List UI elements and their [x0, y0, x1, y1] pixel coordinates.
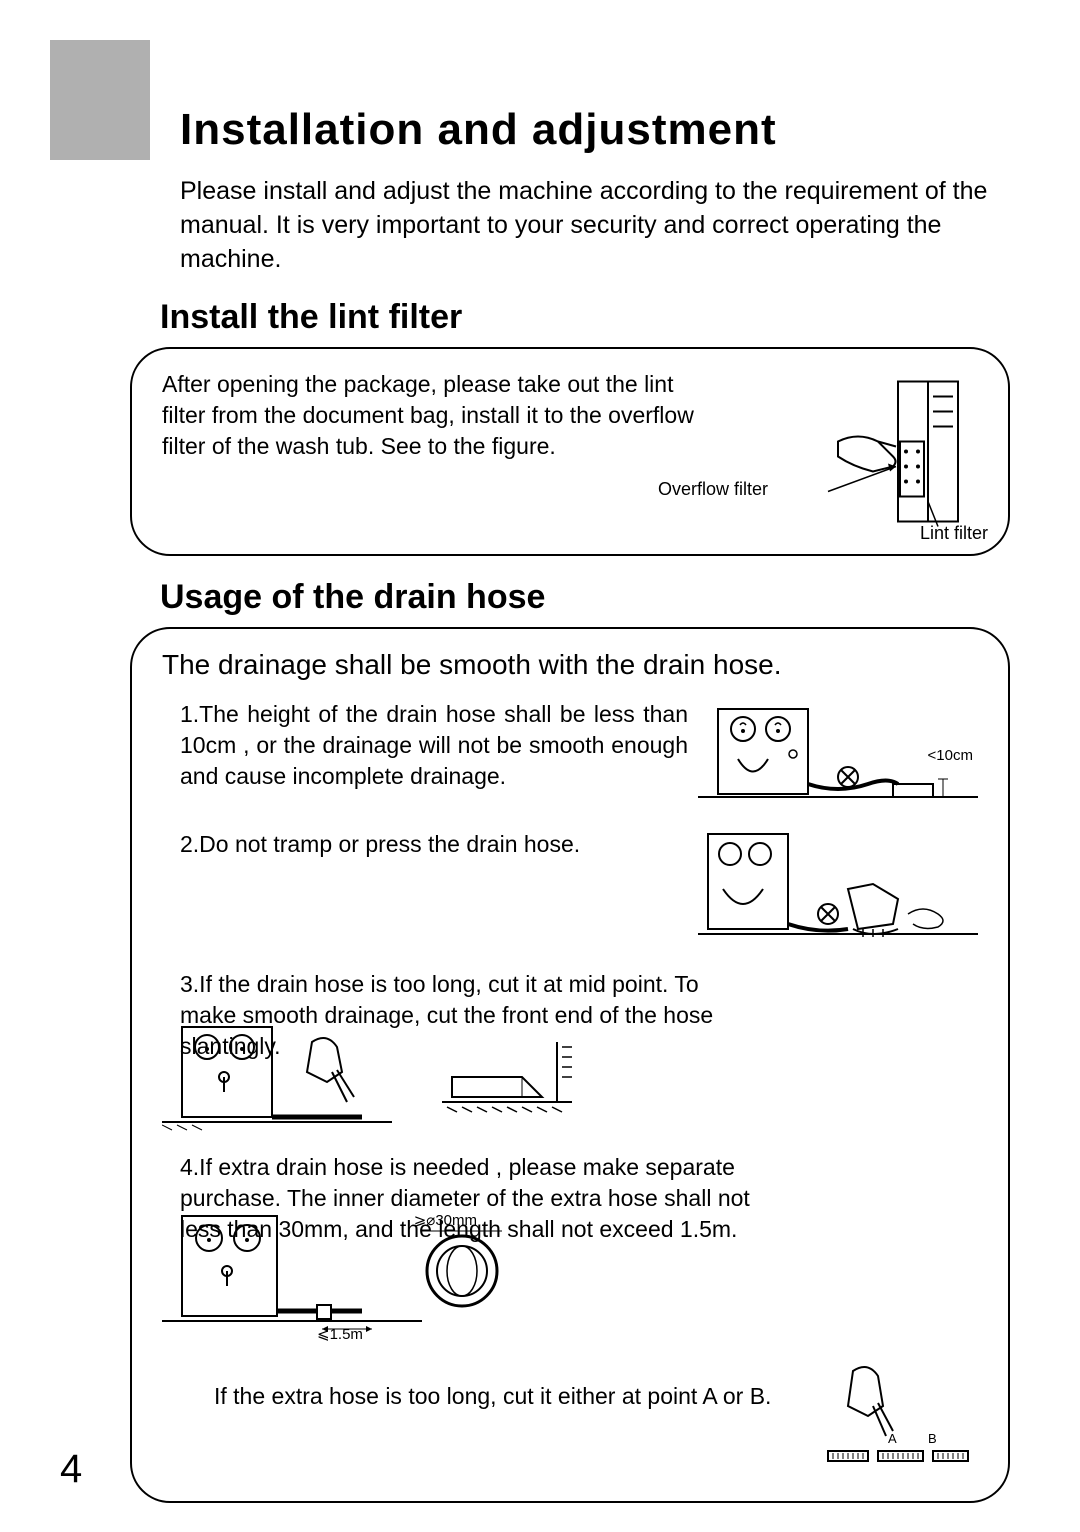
point-a-label: A	[888, 1431, 897, 1446]
drain-dim-30mm: ⩾⌀30mm	[414, 1211, 477, 1229]
drain-dim-10cm: <10cm	[928, 747, 973, 764]
drain-diagram-1: <10cm	[698, 699, 978, 809]
drain-item-3: 3.If the drain hose is too long, cut it …	[162, 969, 978, 1132]
intro-paragraph: Please install and adjust the machine ac…	[180, 175, 990, 276]
lint-filter-label: Lint filter	[920, 523, 988, 544]
overflow-filter-label: Overflow filter	[658, 479, 768, 500]
drain-dim-1.5m: ⩽1.5m	[317, 1325, 363, 1343]
lint-heading: Install the lint filter	[160, 298, 1010, 337]
page-title: Installation and adjustment	[180, 105, 1010, 155]
drain-diagram-4: ⩾⌀30mm ⩽1.5m	[162, 1211, 522, 1341]
drain-hose-box: The drainage shall be smooth with the dr…	[130, 627, 1010, 1502]
drain-footnote: If the extra hose is too long, cut it ei…	[214, 1381, 788, 1412]
drain-lead-text: The drainage shall be smooth with the dr…	[162, 649, 978, 681]
lint-filter-box: After opening the package, please take o…	[130, 347, 1010, 556]
drain-diagram-2	[698, 829, 978, 949]
drain-heading: Usage of the drain hose	[160, 578, 1010, 617]
drain-item-2-text: 2.Do not tramp or press the drain hose.	[162, 829, 698, 860]
drain-diagram-ab: A B	[808, 1361, 978, 1471]
drain-item-4: 4.If extra drain hose is needed , please…	[162, 1152, 978, 1340]
lint-diagram: Overflow filter Lint filter	[728, 369, 978, 534]
point-b-label: B	[928, 1431, 937, 1446]
lint-instruction-text: After opening the package, please take o…	[162, 369, 728, 534]
drain-diagram-3	[162, 1022, 582, 1132]
drain-item-1: 1.The height of the drain hose shall be …	[162, 699, 978, 809]
drain-item-1-text: 1.The height of the drain hose shall be …	[162, 699, 698, 792]
section-marker-block	[50, 40, 150, 160]
drain-item-2: 2.Do not tramp or press the drain hose.	[162, 829, 978, 949]
page-number: 4	[60, 1447, 82, 1492]
lint-diagram-svg	[728, 369, 978, 534]
